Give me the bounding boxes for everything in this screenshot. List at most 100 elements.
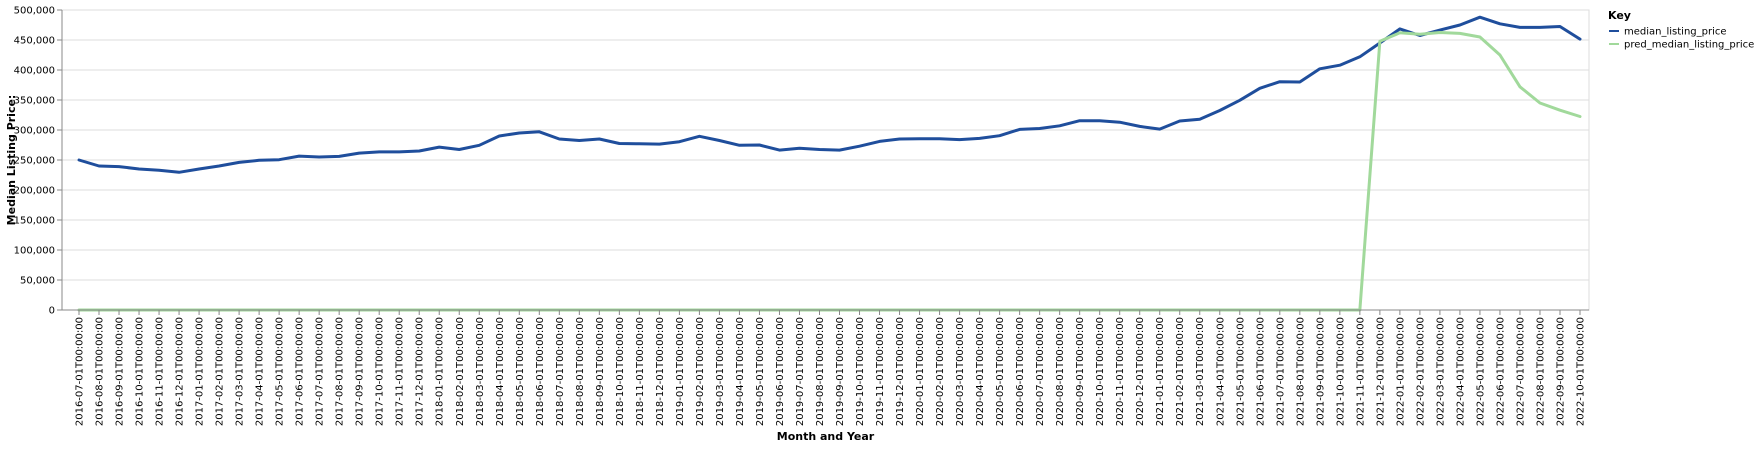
x-tick-label: 2020-06-01T00:00:00 (1015, 317, 1026, 426)
x-tick-label: 2021-05-01T00:00:00 (1235, 317, 1246, 426)
x-tick-label: 2022-08-01T00:00:00 (1535, 317, 1546, 426)
legend: Key median_listing_price pred_median_list… (1608, 9, 1754, 51)
x-tick-label: 2017-12-01T00:00:00 (415, 317, 426, 426)
x-tick-label: 2020-01-01T00:00:00 (915, 317, 926, 426)
x-tick-label: 2016-08-01T00:00:00 (95, 317, 106, 426)
x-tick-label: 2019-12-01T00:00:00 (895, 317, 906, 426)
legend-label: median_listing_price (1624, 27, 1727, 38)
x-tick-label: 2022-05-01T00:00:00 (1475, 317, 1486, 426)
x-tick-label: 2020-12-01T00:00:00 (1135, 317, 1146, 426)
y-tick-label: 200,000 (14, 186, 55, 197)
series-lines (77, 15, 1582, 312)
x-tick-label: 2019-11-01T00:00:00 (875, 317, 886, 426)
x-tick-label: 2020-11-01T00:00:00 (1115, 317, 1126, 426)
y-tick-label: 50,000 (20, 276, 55, 287)
x-tick-label: 2019-03-01T00:00:00 (715, 317, 726, 426)
x-tick-label: 2020-04-01T00:00:00 (975, 317, 986, 426)
x-tick-label: 2021-09-01T00:00:00 (1315, 317, 1326, 426)
x-axis-title: Month and Year (777, 430, 875, 443)
x-tick-label: 2017-06-01T00:00:00 (295, 317, 306, 426)
x-tick-label: 2021-11-01T00:00:00 (1355, 317, 1366, 426)
x-tick-label: 2021-07-01T00:00:00 (1275, 317, 1286, 426)
x-tick-label: 2016-10-01T00:00:00 (135, 317, 146, 426)
x-tick-label: 2018-01-01T00:00:00 (435, 317, 446, 426)
x-tick-label: 2017-11-01T00:00:00 (395, 317, 406, 426)
x-tick-label: 2019-02-01T00:00:00 (695, 317, 706, 426)
series-line-median-listing-price (77, 15, 1582, 174)
y-axis-title: Median Listing Price: (5, 95, 18, 226)
x-tick-label: 2021-12-01T00:00:00 (1375, 317, 1386, 426)
x-tick-label: 2017-09-01T00:00:00 (355, 317, 366, 426)
x-tick-label: 2021-06-01T00:00:00 (1255, 317, 1266, 426)
y-tick-label: 0 (49, 306, 55, 317)
x-tick-label: 2016-07-01T00:00:00 (75, 317, 86, 426)
x-tick-label: 2021-01-01T00:00:00 (1155, 317, 1166, 426)
x-tick-label: 2020-09-01T00:00:00 (1075, 317, 1086, 426)
x-tick-label: 2018-06-01T00:00:00 (535, 317, 546, 426)
x-tick-label: 2017-05-01T00:00:00 (275, 317, 286, 426)
x-tick-label: 2017-08-01T00:00:00 (335, 317, 346, 426)
x-tick-label: 2021-08-01T00:00:00 (1295, 317, 1306, 426)
y-tick-label: 350,000 (14, 96, 55, 107)
x-tick-label: 2022-01-01T00:00:00 (1395, 317, 1406, 426)
x-tick-label: 2016-12-01T00:00:00 (175, 317, 186, 426)
x-tick-label: 2018-04-01T00:00:00 (495, 317, 506, 426)
x-tick-label: 2022-03-01T00:00:00 (1435, 317, 1446, 426)
y-tick-label: 250,000 (14, 156, 55, 167)
x-tick-label: 2018-09-01T00:00:00 (595, 317, 606, 426)
legend-label: pred_median_listing_price (1624, 40, 1754, 51)
y-tick-label: 400,000 (14, 66, 55, 77)
legend-title: Key (1608, 9, 1631, 22)
x-tick-label: 2018-10-01T00:00:00 (615, 317, 626, 426)
legend-items: median_listing_price pred_median_listing_… (1609, 27, 1754, 51)
x-tick-label: 2019-01-01T00:00:00 (675, 317, 686, 426)
x-tick-label: 2017-04-01T00:00:00 (255, 317, 266, 426)
x-tick-label: 2019-04-01T00:00:00 (735, 317, 746, 426)
x-tick-label: 2018-07-01T00:00:00 (555, 317, 566, 426)
y-tick-label: 100,000 (14, 246, 55, 257)
x-tick-label: 2018-02-01T00:00:00 (455, 317, 466, 426)
x-tick-label: 2020-02-01T00:00:00 (935, 317, 946, 426)
x-tick-label: 2017-01-01T00:00:00 (195, 317, 206, 426)
x-tick-label: 2020-08-01T00:00:00 (1055, 317, 1066, 426)
x-tick-label: 2020-03-01T00:00:00 (955, 317, 966, 426)
y-tick-label: 450,000 (14, 36, 55, 47)
x-tick-label: 2019-09-01T00:00:00 (835, 317, 846, 426)
x-tick-label: 2019-05-01T00:00:00 (755, 317, 766, 426)
x-tick-label: 2019-08-01T00:00:00 (815, 317, 826, 426)
x-tick-label: 2022-07-01T00:00:00 (1515, 317, 1526, 426)
y-tick-label: 500,000 (14, 6, 55, 17)
x-tick-label: 2016-09-01T00:00:00 (115, 317, 126, 426)
x-tick-label: 2016-11-01T00:00:00 (155, 317, 166, 426)
x-tick-label: 2018-05-01T00:00:00 (515, 317, 526, 426)
x-tick-label: 2021-03-01T00:00:00 (1195, 317, 1206, 426)
x-tick-label: 2021-02-01T00:00:00 (1175, 317, 1186, 426)
y-tick-label: 300,000 (14, 126, 55, 137)
x-tick-label: 2019-10-01T00:00:00 (855, 317, 866, 426)
x-tick-label: 2018-03-01T00:00:00 (475, 317, 486, 426)
axes: 0 50,000 100,000 150,000 200,000 250,000 300,0… (14, 6, 1589, 426)
x-tick-label: 2022-06-01T00:00:00 (1495, 317, 1506, 426)
x-tick-label: 2019-07-01T00:00:00 (795, 317, 806, 426)
x-tick-label: 2022-02-01T00:00:00 (1415, 317, 1426, 426)
x-tick-label: 2019-06-01T00:00:00 (775, 317, 786, 426)
x-tick-label: 2018-08-01T00:00:00 (575, 317, 586, 426)
x-tick-label: 2017-02-01T00:00:00 (215, 317, 226, 426)
x-tick-label: 2020-07-01T00:00:00 (1035, 317, 1046, 426)
x-tick-label: 2021-04-01T00:00:00 (1215, 317, 1226, 426)
x-tick-label: 2020-10-01T00:00:00 (1095, 317, 1106, 426)
x-tick-label: 2022-04-01T00:00:00 (1455, 317, 1466, 426)
x-tick-label: 2018-12-01T00:00:00 (655, 317, 666, 426)
x-tick-label: 2017-07-01T00:00:00 (315, 317, 326, 426)
x-tick-label: 2017-03-01T00:00:00 (235, 317, 246, 426)
x-tick-label: 2018-11-01T00:00:00 (635, 317, 646, 426)
x-tick-label: 2020-05-01T00:00:00 (995, 317, 1006, 426)
x-tick-label: 2022-10-01T00:00:00 (1576, 317, 1587, 426)
series-line-pred-median-listing-price (77, 31, 1582, 312)
x-tick-label: 2022-09-01T00:00:00 (1555, 317, 1566, 426)
y-tick-label: 150,000 (14, 216, 55, 227)
x-tick-label: 2021-10-01T00:00:00 (1335, 317, 1346, 426)
x-tick-label: 2017-10-01T00:00:00 (375, 317, 386, 426)
